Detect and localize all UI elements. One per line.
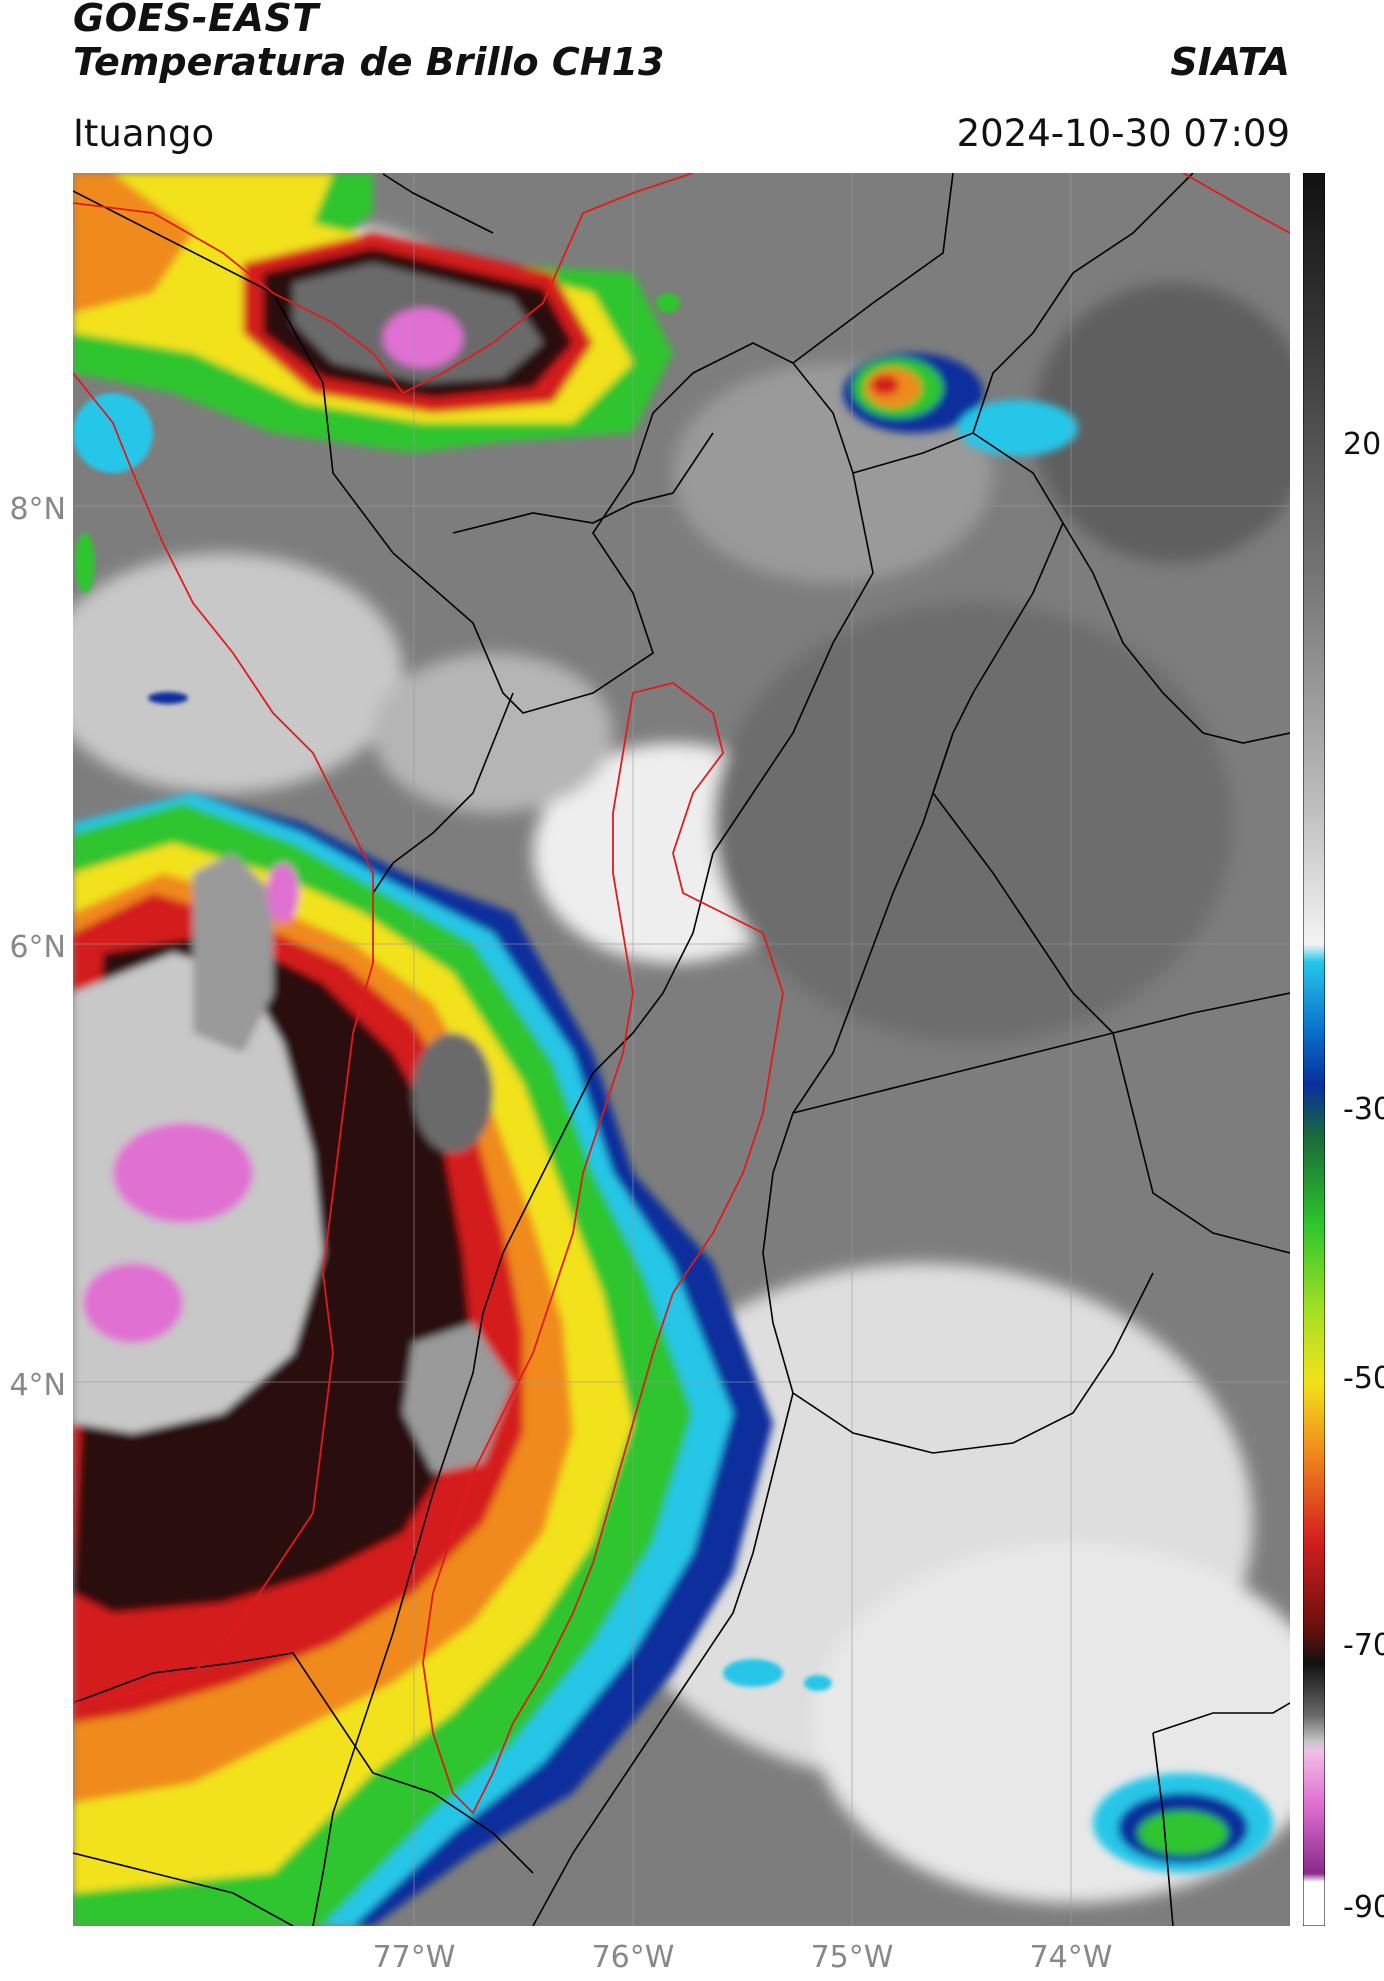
lon-tick-label: 75°W	[810, 1940, 894, 1975]
lat-tick-label: 4°N	[9, 1368, 66, 1403]
lat-tick-label: 6°N	[9, 930, 66, 965]
scattered-cells	[73, 293, 832, 1691]
colorbar-tick: -70	[1343, 1628, 1384, 1663]
colorbar-tick: 20	[1343, 427, 1382, 462]
highlight-boundaries	[73, 173, 1290, 1815]
colorbar-tick: -90	[1343, 1890, 1384, 1925]
storm-southeast	[1093, 1773, 1273, 1873]
storm-southwest	[73, 793, 773, 1926]
storm-northeast	[843, 353, 1078, 456]
lon-tick-label: 74°W	[1029, 1940, 1113, 1975]
satellite-map	[73, 173, 1290, 1926]
product-title: Temperatura de Brillo CH13	[73, 40, 665, 84]
graticule	[73, 173, 1290, 1926]
location-label: Ituango	[73, 112, 215, 155]
satellite-name: GOES-EAST	[73, 0, 319, 40]
lat-tick-label: 8°N	[9, 492, 66, 527]
department-borders	[73, 173, 1290, 1926]
colorbar	[1303, 173, 1325, 1926]
lon-tick-label: 76°W	[591, 1940, 675, 1975]
lon-tick-label: 77°W	[372, 1940, 456, 1975]
agency-name: SIATA	[1170, 40, 1290, 84]
colorbar-tick: -30	[1343, 1092, 1384, 1127]
timestamp-label: 2024-10-30 07:09	[956, 112, 1290, 155]
storm-north	[73, 173, 673, 453]
colorbar-tick: -50	[1343, 1361, 1384, 1396]
